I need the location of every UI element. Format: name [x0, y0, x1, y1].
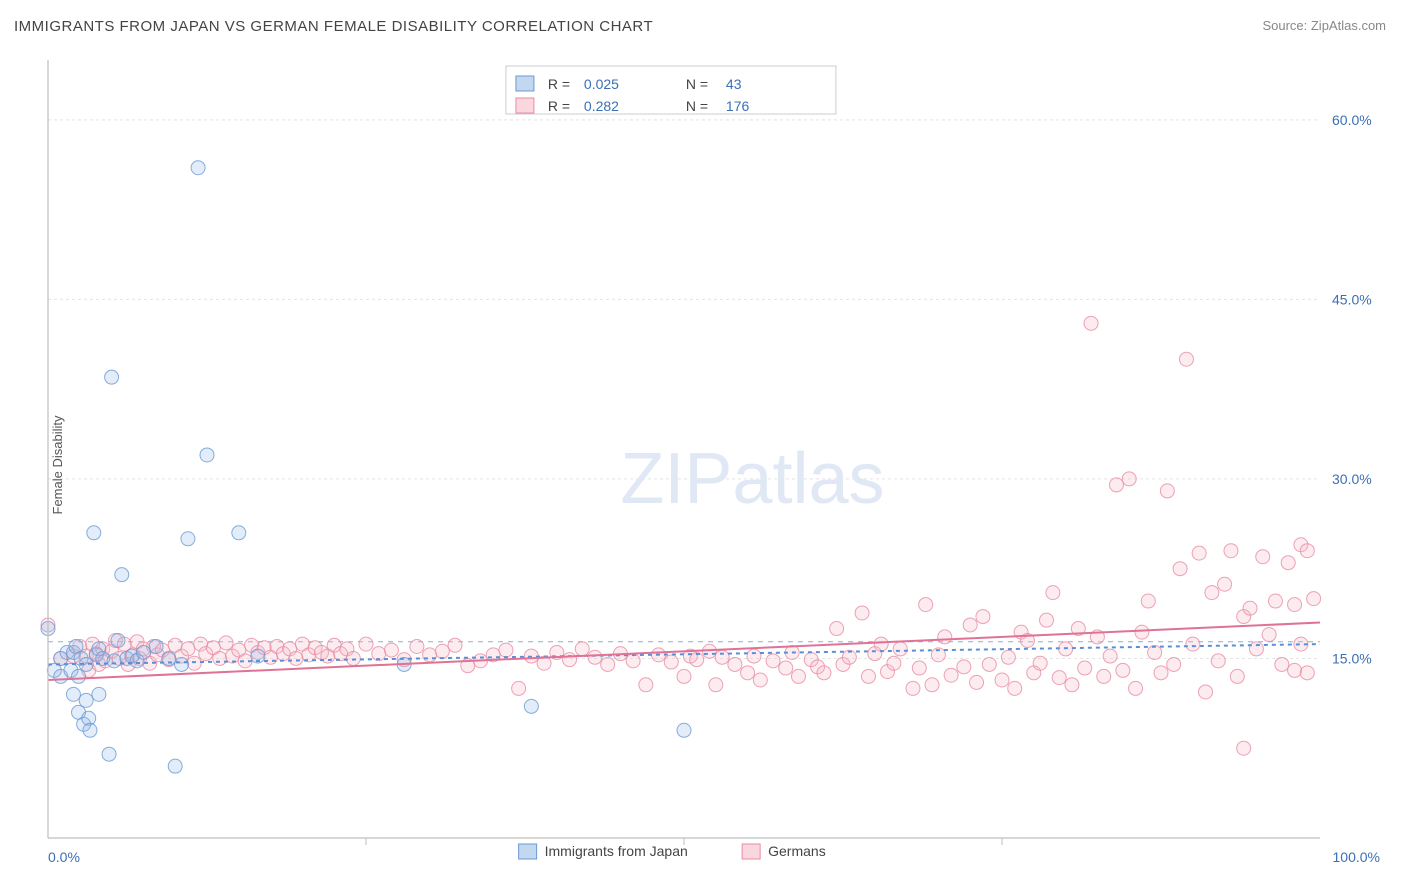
- svg-text:100.0%: 100.0%: [1333, 849, 1380, 865]
- svg-text:Immigrants from Japan: Immigrants from Japan: [545, 843, 688, 859]
- svg-text:30.0%: 30.0%: [1332, 471, 1372, 487]
- svg-text:0.282: 0.282: [584, 98, 619, 114]
- chart-title: IMMIGRANTS FROM JAPAN VS GERMAN FEMALE D…: [14, 18, 653, 35]
- svg-text:60.0%: 60.0%: [1332, 112, 1372, 128]
- svg-text:ZIPatlas: ZIPatlas: [620, 439, 884, 519]
- svg-text:N =: N =: [686, 98, 708, 114]
- svg-text:45.0%: 45.0%: [1332, 291, 1372, 307]
- svg-text:N =: N =: [686, 76, 708, 92]
- chart-area: Female Disability ZIPatlas 15.0% 30.0% 45.0…: [14, 52, 1392, 878]
- y-axis-label: Female Disability: [50, 416, 65, 515]
- svg-text:R =: R =: [548, 98, 570, 114]
- svg-text:176: 176: [726, 98, 750, 114]
- svg-text:Germans: Germans: [768, 843, 826, 859]
- svg-text:R =: R =: [548, 76, 570, 92]
- scatter-plot: ZIPatlas 15.0% 30.0% 45.0% 60.0% 0.0% 100.0% R …: [14, 52, 1392, 878]
- svg-text:0.025: 0.025: [584, 76, 619, 92]
- source-attribution: Source: ZipAtlas.com: [1262, 18, 1386, 33]
- svg-text:43: 43: [726, 76, 742, 92]
- svg-text:0.0%: 0.0%: [48, 849, 80, 865]
- svg-text:15.0%: 15.0%: [1332, 650, 1372, 666]
